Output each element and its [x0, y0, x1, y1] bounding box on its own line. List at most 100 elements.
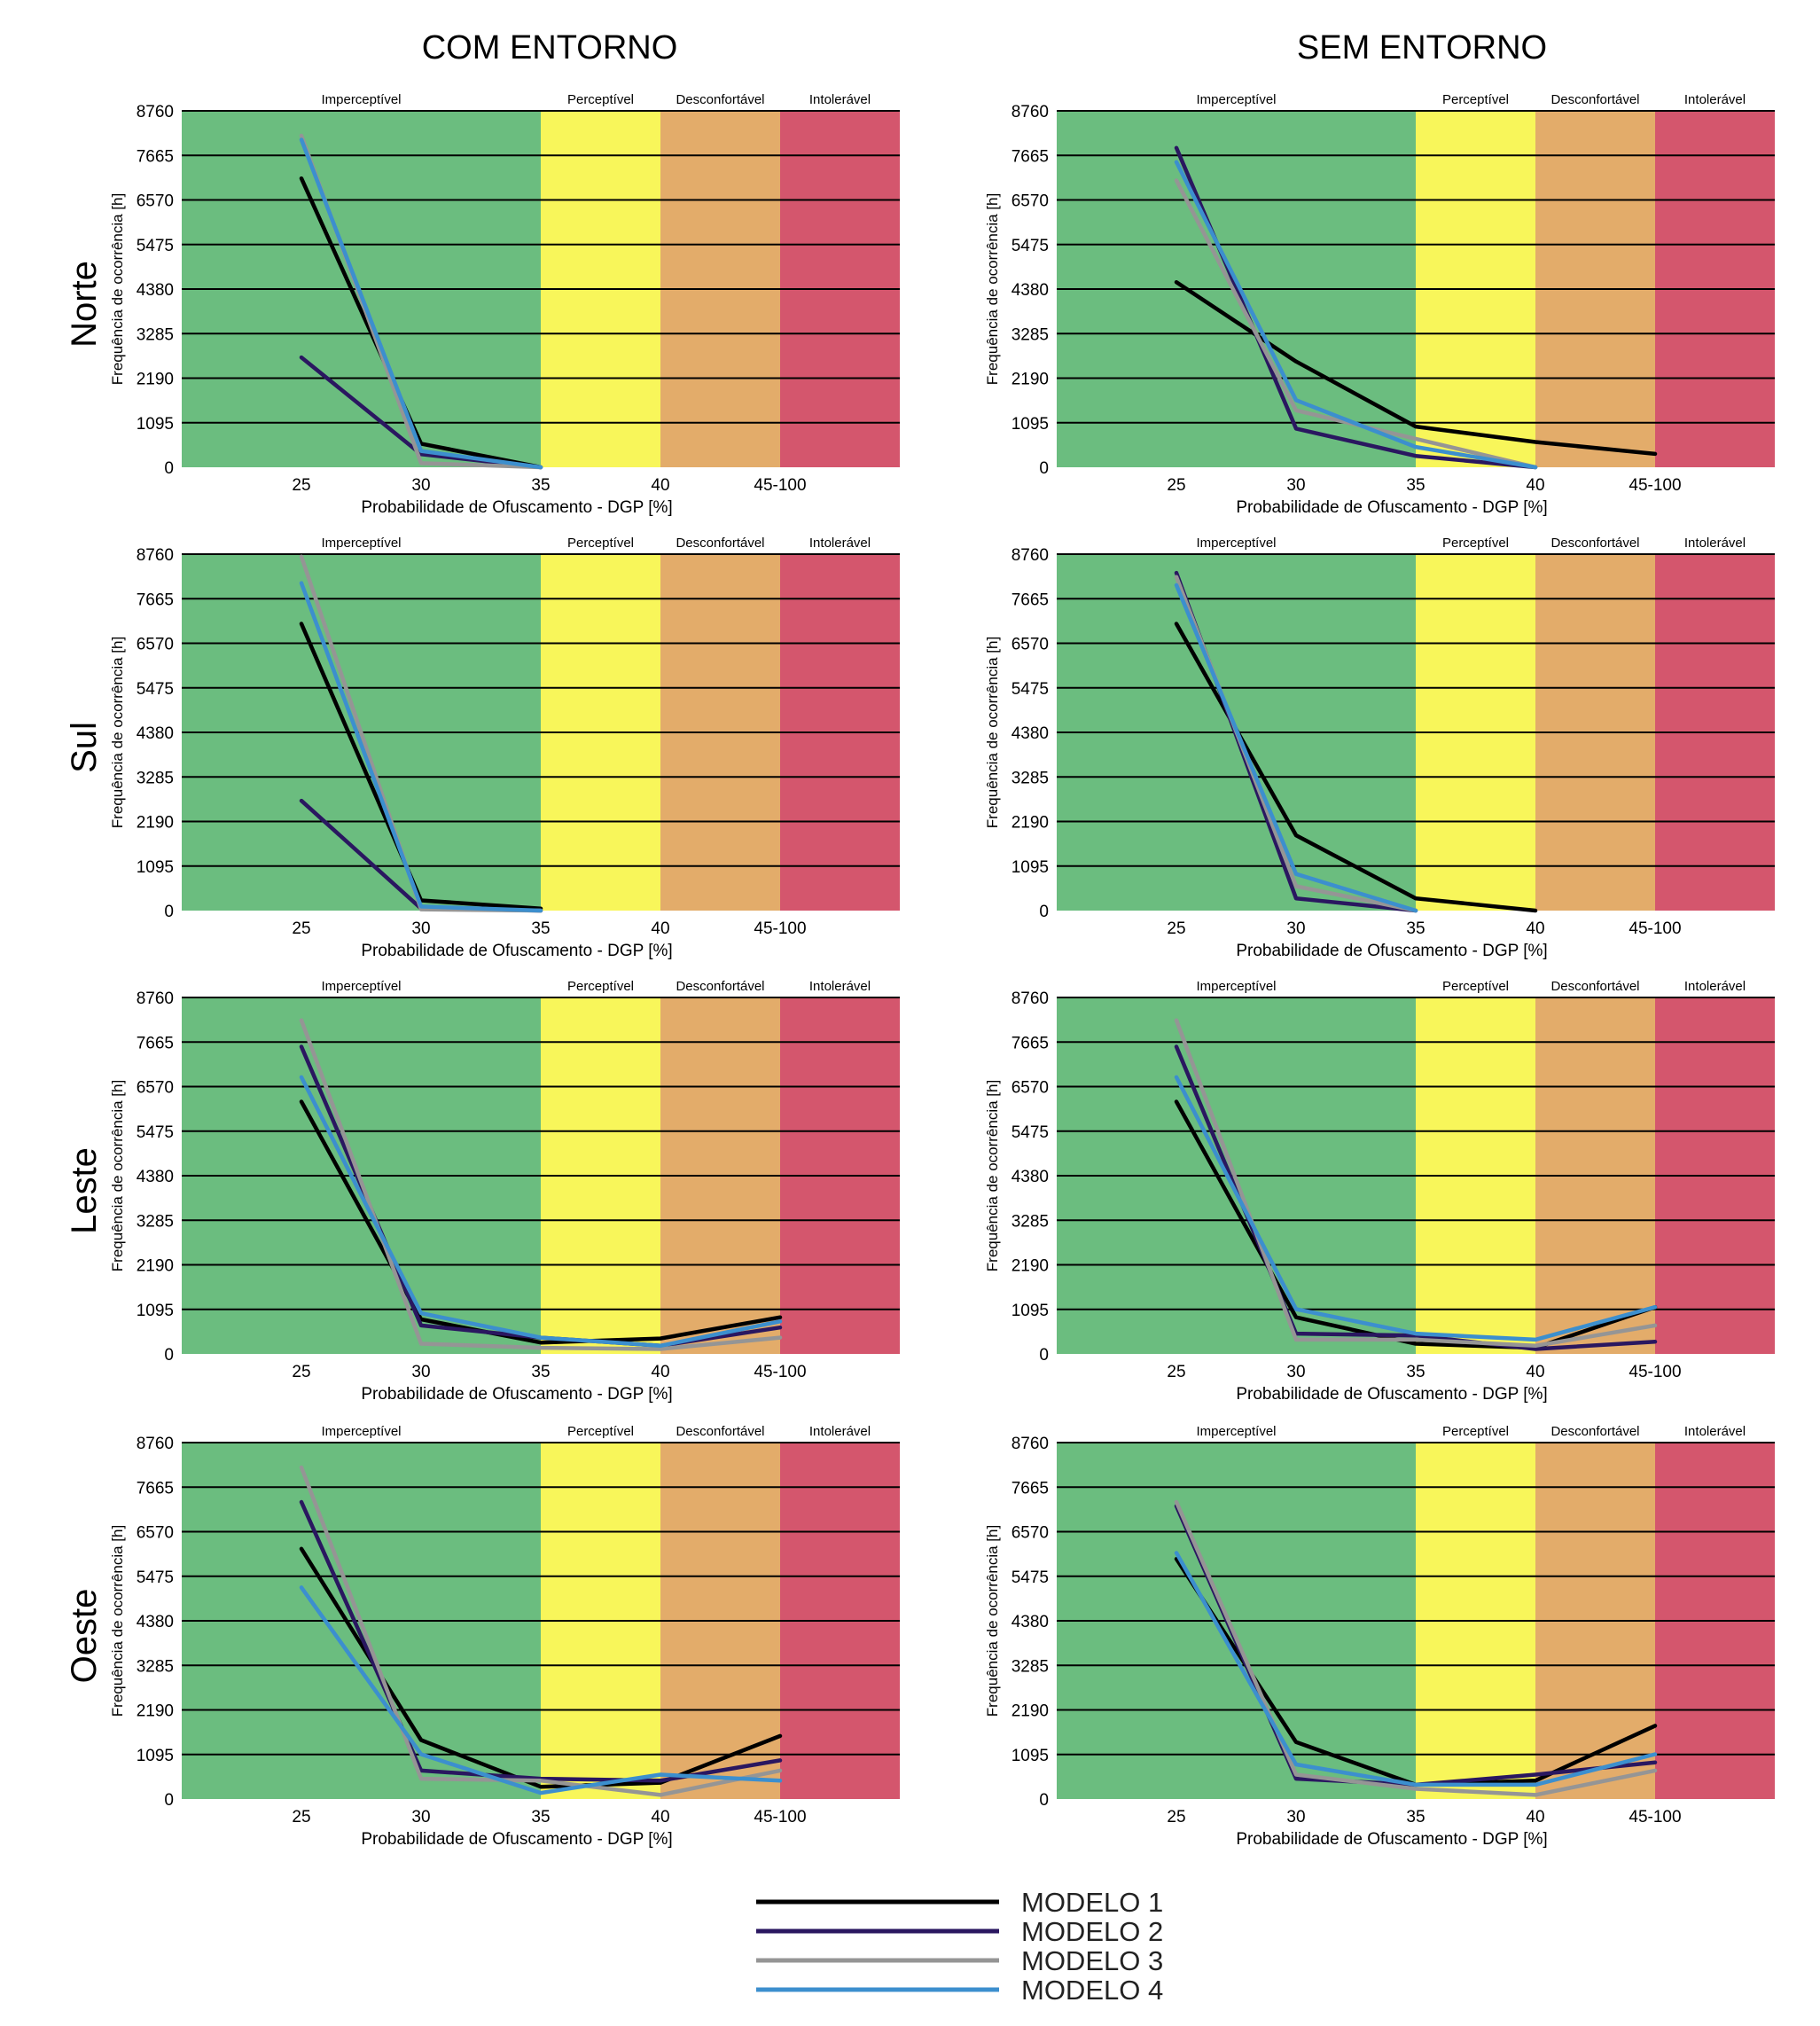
y-tick-label: 7665	[1012, 1479, 1049, 1498]
y-tick-label: 6570	[1012, 1524, 1049, 1543]
series-line-modelo-3	[299, 1465, 783, 1797]
y-tick-label: 4380	[137, 281, 174, 300]
y-tick-label: 3285	[137, 1657, 174, 1676]
x-tick-label: 35	[531, 919, 550, 938]
y-axis-title: Frequência de ocorrência [h]	[109, 1080, 126, 1271]
y-tick-label: 3285	[137, 1212, 174, 1231]
x-tick-label: 45-100	[1629, 1363, 1681, 1381]
x-axis-title: Probabilidade de Ofuscamento - DGP [%]	[361, 942, 672, 960]
x-tick-label: 40	[1526, 1363, 1544, 1381]
series-line-modelo-1	[1174, 1099, 1658, 1350]
zone-label: Imperceptível	[1196, 979, 1276, 994]
zone-label: Perceptível	[567, 536, 634, 551]
x-tick-label: 25	[1167, 1363, 1185, 1381]
zone-label: Perceptível	[1442, 1424, 1509, 1439]
y-tick-label: 2190	[1012, 371, 1049, 389]
zone-label: Desconfortável	[1551, 536, 1639, 551]
y-tick-label: 1095	[1012, 415, 1049, 434]
y-tick-label: 0	[1039, 1791, 1049, 1810]
zone-label: Intolerável	[809, 979, 871, 994]
y-tick-label: 5475	[1012, 237, 1049, 255]
x-tick-label: 35	[1406, 1363, 1425, 1381]
column-title-com-entorno: COM ENTORNO	[422, 29, 678, 66]
chart-panel-6: Imperceptível Perceptível Desconfortável In…	[984, 979, 1775, 1404]
zone-label: Imperceptível	[321, 92, 401, 107]
y-tick-label: 6570	[137, 636, 174, 654]
y-axis-title: Frequência de ocorrência [h]	[109, 193, 126, 385]
y-tick-label: 7665	[1012, 591, 1049, 609]
x-tick-label: 45-100	[754, 476, 806, 495]
x-tick-label: 45-100	[1629, 919, 1681, 938]
y-tick-label: 0	[164, 903, 174, 921]
zone-label: Perceptível	[1442, 536, 1509, 551]
zone-label: Intolerável	[809, 92, 871, 107]
y-tick-label: 4380	[137, 1613, 174, 1631]
column-title-sem-entorno: SEM ENTORNO	[1297, 29, 1547, 66]
y-tick-label: 4380	[1012, 1613, 1049, 1631]
zone-label: Imperceptível	[321, 979, 401, 994]
y-axis-title: Frequência de ocorrência [h]	[984, 1525, 1001, 1717]
y-tick-label: 8760	[137, 990, 174, 1008]
zone-label: Imperceptível	[1196, 536, 1276, 551]
zone-label: Imperceptível	[321, 1424, 401, 1439]
legend-label: MODELO 4	[1021, 1975, 1163, 2006]
series-line-modelo-4	[1174, 160, 1538, 470]
legend-label: MODELO 1	[1021, 1887, 1163, 1918]
chart-panels: Imperceptível Perceptível Desconfortável In…	[109, 92, 1775, 1849]
x-tick-label: 30	[411, 476, 430, 495]
y-axis-title: Frequência de ocorrência [h]	[984, 1080, 1001, 1271]
y-tick-label: 5475	[137, 680, 174, 699]
y-tick-label: 6570	[1012, 192, 1049, 211]
zone-label: Desconfortável	[676, 92, 764, 107]
y-tick-label: 1095	[137, 1302, 174, 1320]
zone-label: Desconfortável	[1551, 92, 1639, 107]
series-line-modelo-4	[299, 581, 543, 913]
y-tick-label: 7665	[1012, 1034, 1049, 1052]
zone-label: Perceptível	[1442, 979, 1509, 994]
x-tick-label: 25	[292, 919, 310, 938]
y-tick-label: 3285	[1012, 1212, 1049, 1231]
x-tick-label: 25	[292, 476, 310, 495]
x-tick-label: 45-100	[1629, 476, 1681, 495]
chart-panel-3: Imperceptível Perceptível Desconfortável In…	[109, 536, 900, 960]
y-tick-label: 6570	[137, 1524, 174, 1543]
x-tick-label: 35	[531, 1363, 550, 1381]
series-line-modelo-4	[1174, 1551, 1658, 1787]
y-tick-label: 6570	[137, 1079, 174, 1098]
y-tick-label: 8760	[1012, 103, 1049, 121]
y-tick-label: 8760	[137, 103, 174, 121]
series-line-modelo-4	[299, 1075, 783, 1349]
y-tick-label: 7665	[137, 1034, 174, 1052]
y-tick-label: 3285	[137, 325, 174, 344]
series-line-modelo-1	[299, 622, 543, 911]
y-tick-label: 0	[1039, 903, 1049, 921]
row-label-leste: Leste	[65, 1147, 104, 1234]
x-tick-label: 25	[292, 1808, 310, 1827]
x-tick-label: 30	[1286, 1808, 1305, 1827]
x-tick-label: 40	[651, 1808, 669, 1827]
y-tick-label: 8760	[137, 1435, 174, 1453]
x-tick-label: 45-100	[754, 1363, 806, 1381]
y-tick-label: 1095	[137, 415, 174, 434]
x-tick-label: 35	[1406, 476, 1425, 495]
y-tick-label: 1095	[1012, 1302, 1049, 1320]
zone-label: Desconfortável	[676, 979, 764, 994]
zone-label: Intolerável	[1684, 536, 1746, 551]
y-tick-label: 6570	[1012, 1079, 1049, 1098]
y-tick-label: 7665	[137, 591, 174, 609]
y-axis-title: Frequência de ocorrência [h]	[109, 1525, 126, 1717]
y-tick-label: 8760	[1012, 546, 1049, 565]
x-tick-label: 35	[531, 476, 550, 495]
zone-label: Imperceptível	[321, 536, 401, 551]
x-axis-title: Probabilidade de Ofuscamento - DGP [%]	[361, 498, 672, 517]
x-tick-label: 30	[411, 1808, 430, 1827]
legend-label: MODELO 3	[1021, 1945, 1163, 1976]
y-tick-label: 6570	[1012, 636, 1049, 654]
zone-label: Desconfortável	[1551, 979, 1639, 994]
x-tick-label: 40	[651, 919, 669, 938]
series-line-modelo-3	[1174, 1499, 1658, 1797]
y-tick-label: 8760	[1012, 1435, 1049, 1453]
series-line-modelo-4	[1174, 583, 1418, 913]
y-tick-label: 5475	[137, 1568, 174, 1587]
